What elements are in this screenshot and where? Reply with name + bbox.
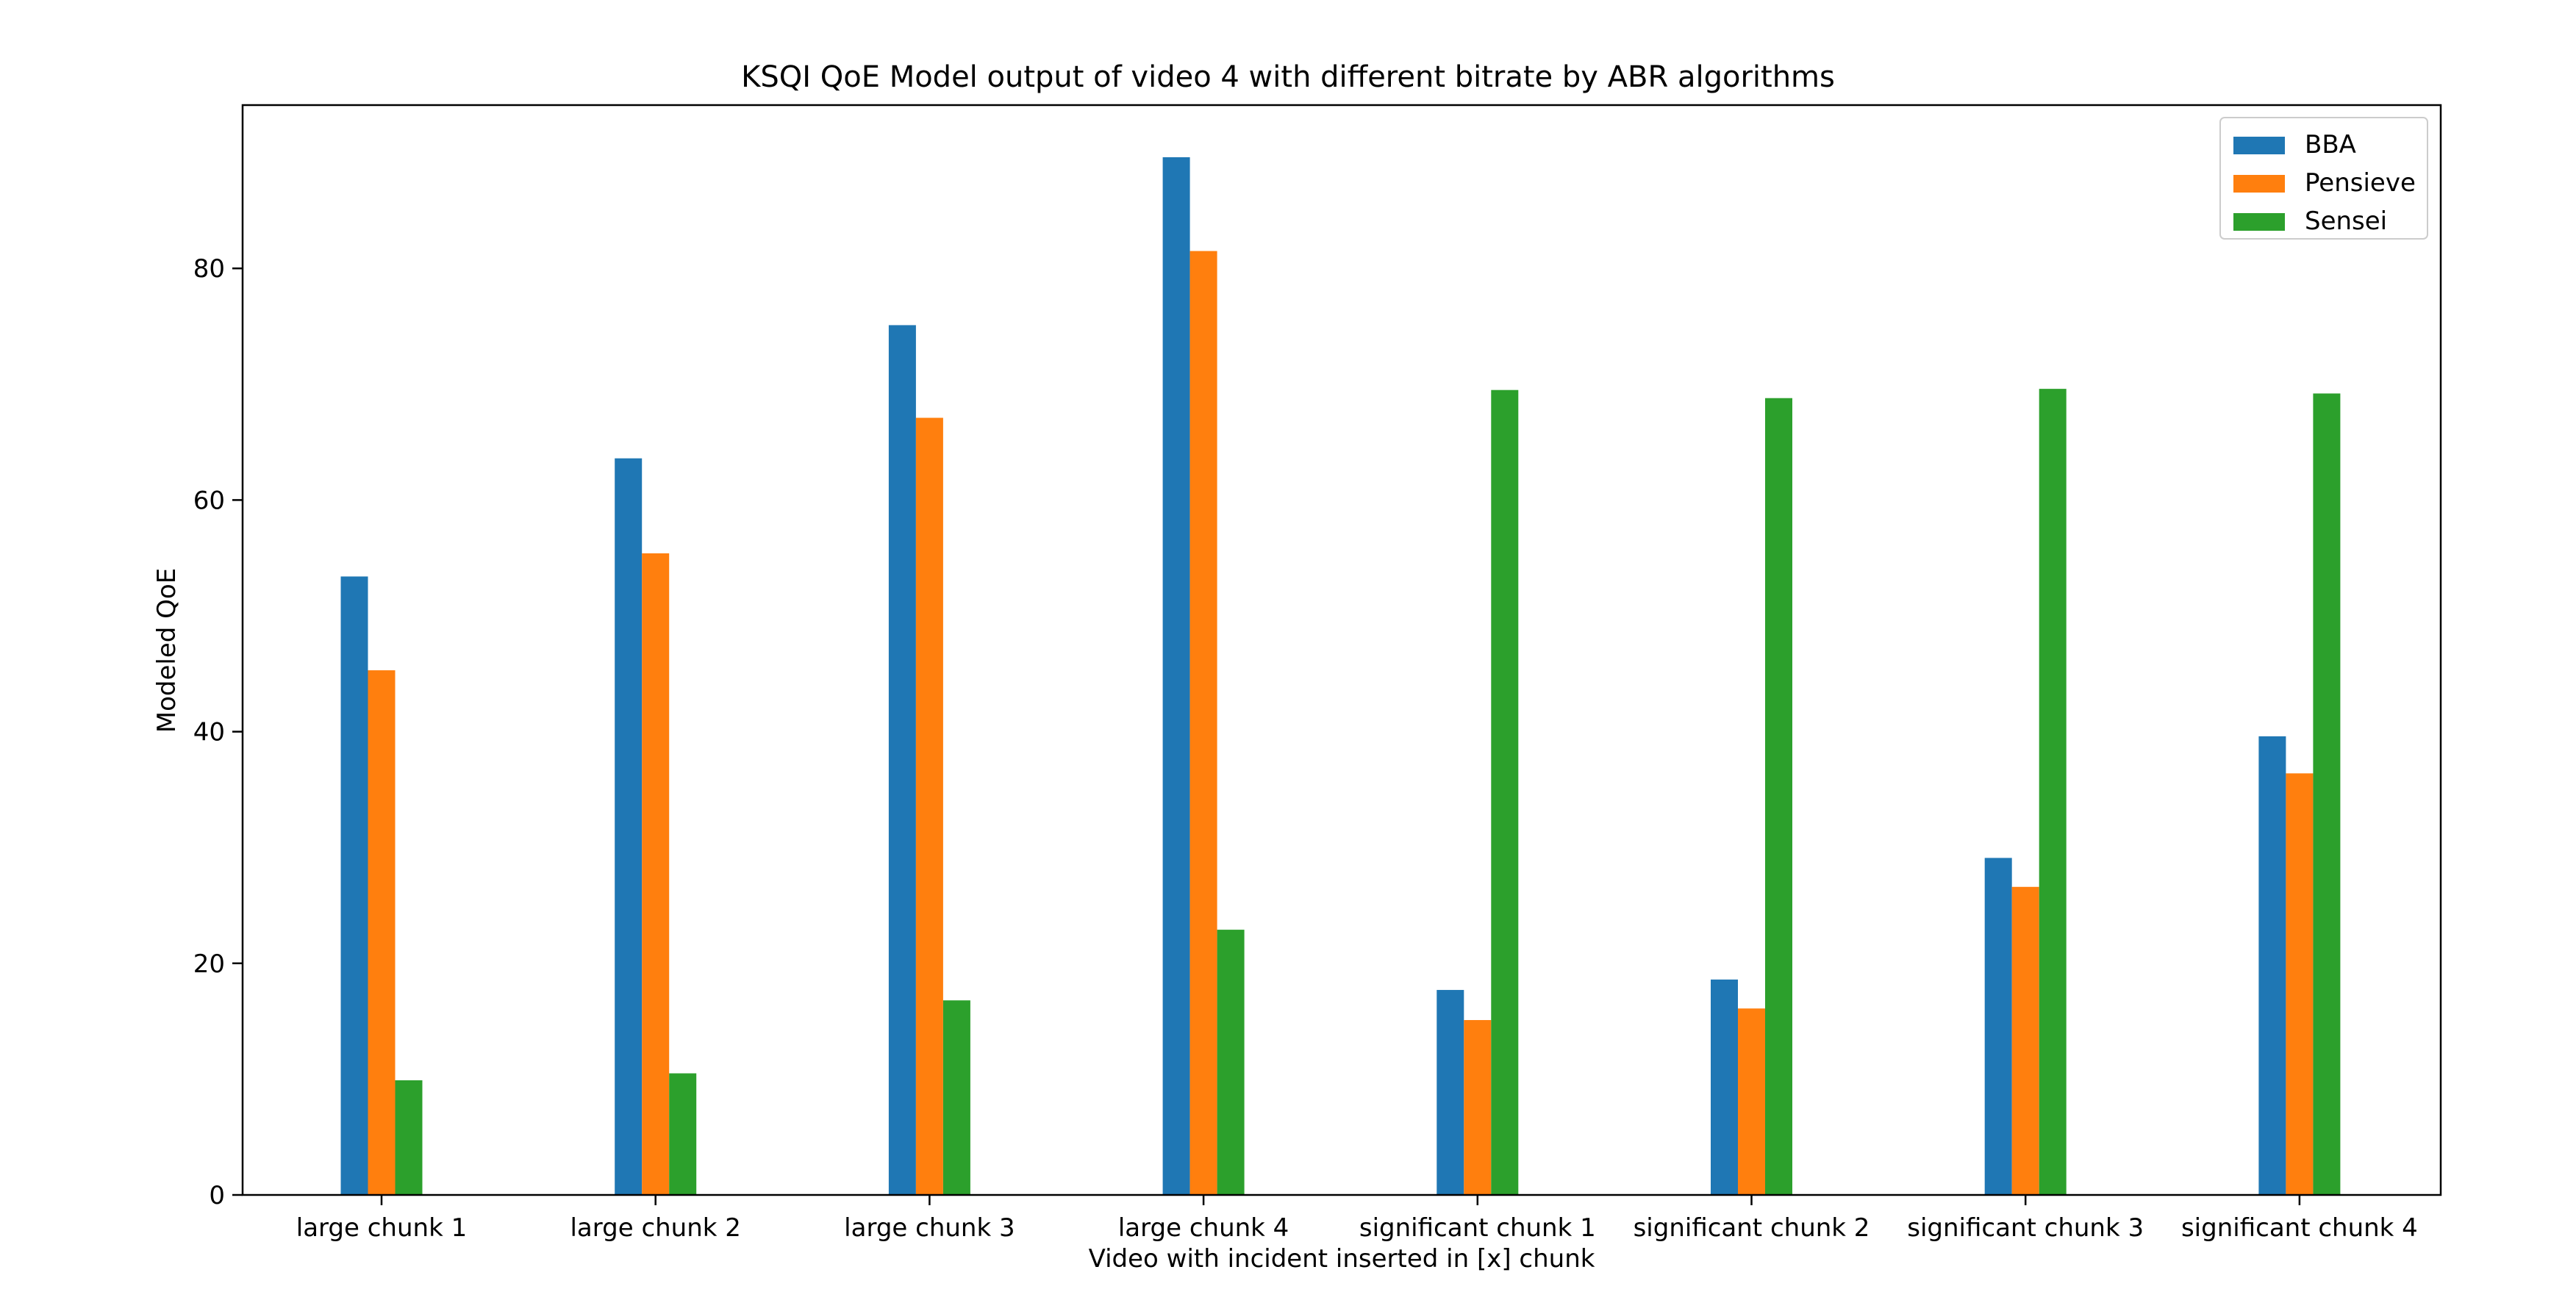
- y-tick-label: 40: [193, 718, 225, 747]
- legend-swatch-bba: [2233, 137, 2285, 154]
- x-tick-label: large chunk 2: [570, 1213, 740, 1243]
- bar-sensei-significant-chunk-3: [2039, 389, 2067, 1195]
- x-tick-label: significant chunk 4: [2181, 1213, 2418, 1243]
- x-tick-label: large chunk 1: [296, 1213, 467, 1243]
- bar-pensieve-significant-chunk-1: [1464, 1020, 1492, 1195]
- legend-label-pensieve: Pensieve: [2305, 168, 2416, 198]
- bar-bba-large-chunk-3: [888, 325, 916, 1196]
- x-axis-label: Video with incident inserted in [x] chun…: [1089, 1244, 1595, 1274]
- y-axis-ticks: 0 20 40 60 80: [193, 254, 243, 1210]
- x-tick-label: significant chunk 2: [1634, 1213, 1870, 1243]
- x-tick-label: significant chunk 1: [1359, 1213, 1596, 1243]
- bar-pensieve-significant-chunk-2: [1738, 1008, 1765, 1195]
- bar-bba-large-chunk-1: [340, 576, 368, 1195]
- bar-sensei-large-chunk-2: [669, 1073, 697, 1195]
- bar-sensei-significant-chunk-4: [2313, 393, 2341, 1196]
- bar-bba-significant-chunk-1: [1437, 990, 1464, 1195]
- bar-sensei-significant-chunk-2: [1765, 398, 1792, 1195]
- x-tick-label: large chunk 4: [1118, 1213, 1289, 1243]
- bars-layer: [340, 157, 2341, 1196]
- y-tick-label: 20: [193, 949, 225, 979]
- bar-bba-significant-chunk-3: [1984, 858, 2012, 1195]
- y-axis-label: Modeled QoE: [152, 568, 182, 733]
- bar-pensieve-significant-chunk-4: [2286, 773, 2314, 1195]
- chart-title: KSQI QoE Model output of video 4 with di…: [741, 60, 1835, 94]
- bar-pensieve-significant-chunk-3: [2011, 886, 2039, 1195]
- bar-pensieve-large-chunk-2: [642, 553, 670, 1195]
- y-tick-label: 0: [209, 1181, 225, 1210]
- x-axis-ticks: large chunk 1 large chunk 2 large chunk 3 l…: [296, 1195, 2418, 1243]
- bar-sensei-large-chunk-1: [395, 1080, 423, 1195]
- bar-pensieve-large-chunk-4: [1189, 251, 1217, 1195]
- bar-pensieve-large-chunk-3: [915, 417, 943, 1195]
- legend-label-sensei: Sensei: [2305, 207, 2387, 236]
- bar-sensei-large-chunk-4: [1217, 930, 1245, 1195]
- legend-swatch-sensei: [2233, 213, 2285, 231]
- bar-bba-significant-chunk-4: [2258, 736, 2286, 1195]
- y-tick-label: 80: [193, 254, 225, 284]
- x-tick-label: significant chunk 3: [1907, 1213, 2144, 1243]
- bar-pensieve-large-chunk-1: [368, 670, 396, 1195]
- plot-frame: [241, 104, 2442, 1196]
- legend: BBA Pensieve Sensei: [2219, 117, 2428, 240]
- legend-swatch-pensieve: [2233, 175, 2285, 193]
- bar-sensei-large-chunk-3: [942, 1000, 970, 1195]
- legend-label-bba: BBA: [2305, 130, 2356, 159]
- x-tick-label: large chunk 3: [844, 1213, 1015, 1243]
- bar-sensei-significant-chunk-1: [1491, 389, 1519, 1196]
- bar-bba-large-chunk-2: [615, 458, 643, 1195]
- bar-bba-large-chunk-4: [1162, 157, 1190, 1195]
- y-tick-label: 60: [193, 486, 225, 515]
- bar-bba-significant-chunk-2: [1711, 979, 1738, 1195]
